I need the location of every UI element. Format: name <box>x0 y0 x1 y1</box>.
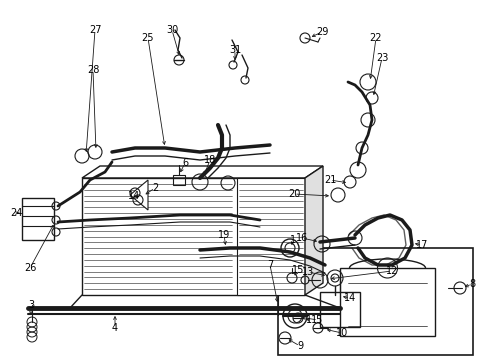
Text: 14: 14 <box>128 191 140 201</box>
Text: 31: 31 <box>228 45 241 55</box>
Text: 12: 12 <box>385 266 397 276</box>
Text: 27: 27 <box>88 25 101 35</box>
Bar <box>173 175 184 185</box>
Text: 9: 9 <box>296 341 303 351</box>
Bar <box>339 268 434 336</box>
Text: 26: 26 <box>24 263 36 273</box>
Text: 19: 19 <box>218 230 230 240</box>
Text: 20: 20 <box>287 189 300 199</box>
Text: 23: 23 <box>375 53 387 63</box>
Polygon shape <box>82 166 323 178</box>
Text: 6: 6 <box>182 158 188 168</box>
Bar <box>278 248 472 355</box>
Text: 2: 2 <box>152 183 158 193</box>
Bar <box>319 292 359 327</box>
Text: 4: 4 <box>112 323 118 333</box>
Text: 25: 25 <box>142 33 154 43</box>
Bar <box>237 178 305 295</box>
Text: 16: 16 <box>295 233 307 243</box>
Text: 24: 24 <box>10 208 22 218</box>
Bar <box>22 198 54 240</box>
Text: 3: 3 <box>28 300 34 310</box>
Text: 17: 17 <box>415 240 427 250</box>
Text: 28: 28 <box>87 65 99 75</box>
Bar <box>82 178 305 295</box>
Text: 13: 13 <box>301 267 313 277</box>
Text: 22: 22 <box>369 33 382 43</box>
Polygon shape <box>130 180 148 210</box>
Text: 8: 8 <box>468 279 474 289</box>
Text: 7: 7 <box>266 260 273 270</box>
Text: 5: 5 <box>314 315 321 325</box>
Text: 15: 15 <box>291 265 304 275</box>
Text: 1: 1 <box>289 235 295 245</box>
Polygon shape <box>305 166 323 295</box>
Text: 21: 21 <box>323 175 336 185</box>
Text: 29: 29 <box>315 27 327 37</box>
Text: 14: 14 <box>343 293 355 303</box>
Text: 18: 18 <box>203 155 216 165</box>
Text: 11: 11 <box>305 315 318 325</box>
Text: 10: 10 <box>335 328 347 338</box>
Text: 30: 30 <box>165 25 178 35</box>
